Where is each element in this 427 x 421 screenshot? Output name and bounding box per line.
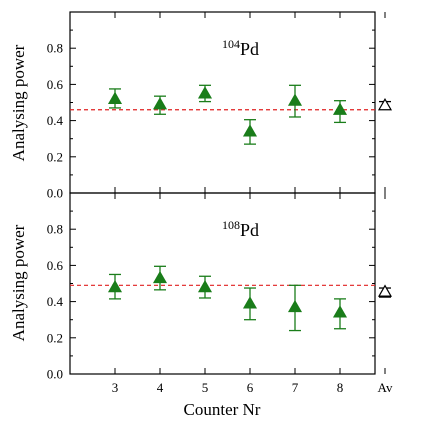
- x-tick-label: Av: [378, 380, 393, 395]
- triangle-marker: [197, 86, 213, 99]
- data-point: [287, 284, 303, 332]
- panel-bottom: 0.0 0.2 0.4 0.6 0.8 108Pd Analysing power: [9, 192, 393, 382]
- open-triangle-marker: [377, 284, 393, 297]
- y-tick-label: 0.0: [47, 186, 63, 201]
- data-points-bottom: [107, 265, 393, 332]
- y-tick-label: 0.4: [47, 113, 64, 128]
- y-tick-label: 0.8: [47, 41, 63, 56]
- y-axis-title-bottom: Analysing power: [9, 224, 28, 341]
- data-point: [377, 98, 393, 111]
- data-point: [152, 265, 168, 291]
- y-tick-label: 0.6: [47, 77, 64, 92]
- y-axis-title-top: Analysing power: [9, 44, 28, 161]
- x-tick-label: 4: [157, 380, 164, 395]
- data-point: [242, 119, 258, 145]
- y-tick-label: 0.2: [47, 330, 63, 345]
- x-tick-label: 6: [247, 380, 254, 395]
- panel-top: 0.0 0.2 0.4 0.6 0.8 104Pd Analysing power: [9, 11, 393, 201]
- isotope-symbol-bottom: Pd: [240, 220, 259, 240]
- y-tick-label: 0.4: [47, 294, 64, 309]
- triangle-marker: [152, 270, 168, 284]
- panel-top-grid-ticks: 0.0 0.2 0.4 0.6 0.8: [47, 12, 386, 201]
- triangle-marker: [287, 93, 303, 106]
- isotope-symbol-top: Pd: [240, 39, 259, 59]
- panel-bottom-grid-ticks: 0.0 0.2 0.4 0.6 0.8: [47, 193, 386, 382]
- x-axis-title: Counter Nr: [184, 400, 261, 419]
- data-points-top: [107, 84, 393, 145]
- x-tick-labels: 3 4 5 6 7 8 Av: [112, 380, 393, 395]
- open-triangle-marker: [377, 98, 393, 111]
- triangle-marker: [242, 296, 258, 309]
- triangle-marker: [197, 279, 213, 293]
- isotope-label-bottom: 108Pd: [222, 218, 259, 240]
- isotope-mass-top: 104: [222, 37, 240, 51]
- isotope-mass-bottom: 108: [222, 218, 240, 232]
- data-point: [332, 298, 348, 330]
- x-tick-label: 8: [337, 380, 344, 395]
- triangle-marker: [332, 305, 348, 318]
- data-point: [287, 84, 303, 118]
- data-point: [152, 95, 168, 115]
- data-point: [197, 275, 213, 299]
- isotope-label-top: 104Pd: [222, 37, 259, 59]
- triangle-marker: [332, 102, 348, 115]
- triangle-marker: [152, 97, 168, 110]
- triangle-marker: [242, 124, 258, 137]
- x-tick-label: 5: [202, 380, 209, 395]
- data-point: [377, 284, 393, 298]
- triangle-marker: [287, 299, 303, 313]
- triangle-marker: [107, 279, 123, 293]
- data-point: [107, 88, 123, 109]
- y-tick-label: 0.0: [47, 367, 63, 382]
- triangle-marker: [107, 91, 123, 104]
- data-point: [332, 100, 348, 124]
- y-tick-label: 0.2: [47, 149, 63, 164]
- y-tick-label: 0.6: [47, 258, 64, 273]
- x-tick-label: 7: [292, 380, 299, 395]
- data-point: [107, 273, 123, 300]
- x-tick-label: 3: [112, 380, 119, 395]
- y-tick-label: 0.8: [47, 222, 63, 237]
- data-point: [197, 84, 213, 103]
- data-point: [242, 287, 258, 321]
